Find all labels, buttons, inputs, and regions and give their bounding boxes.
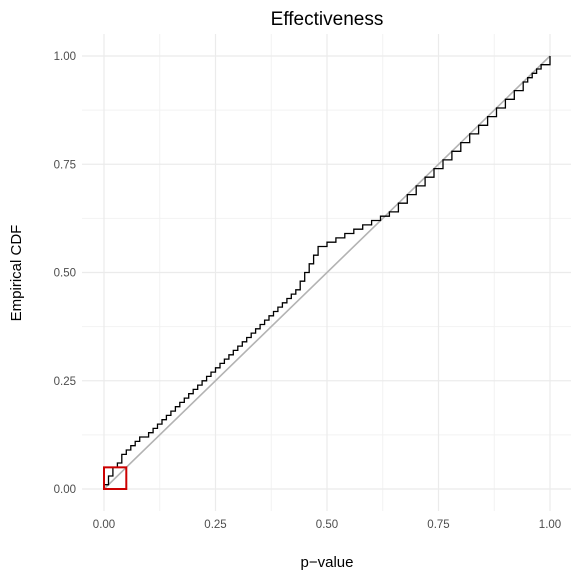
x-tick-label: 0.25	[204, 519, 226, 531]
grid	[82, 34, 571, 511]
reference-diagonal-line	[103, 55, 551, 490]
y-axis-label: Empirical CDF	[8, 225, 25, 322]
x-tick-label: 1.00	[539, 519, 561, 531]
highlight-box-layer	[103, 466, 128, 491]
y-tick-label: 0.75	[54, 159, 76, 171]
x-tick-labels: 0.00 0.25 0.50 0.75 1.00	[93, 519, 561, 531]
y-tick-label: 1.00	[54, 51, 76, 63]
y-tick-label: 0.25	[54, 376, 76, 388]
y-tick-label: 0.00	[54, 484, 76, 496]
x-tick-label: 0.50	[316, 519, 338, 531]
ecdf-step-line	[103, 56, 551, 489]
chart-title: Effectiveness	[271, 9, 384, 30]
y-tick-label: 0.50	[54, 268, 76, 280]
y-tick-labels: 0.00 0.25 0.50 0.75 1.00	[54, 51, 76, 496]
x-tick-label: 0.00	[93, 519, 115, 531]
x-axis-label: p−value	[301, 554, 354, 571]
ecdf-step-layer	[103, 56, 551, 489]
x-tick-label: 0.75	[427, 519, 449, 531]
highlight-box	[103, 466, 128, 491]
reference-line-layer	[103, 55, 551, 490]
